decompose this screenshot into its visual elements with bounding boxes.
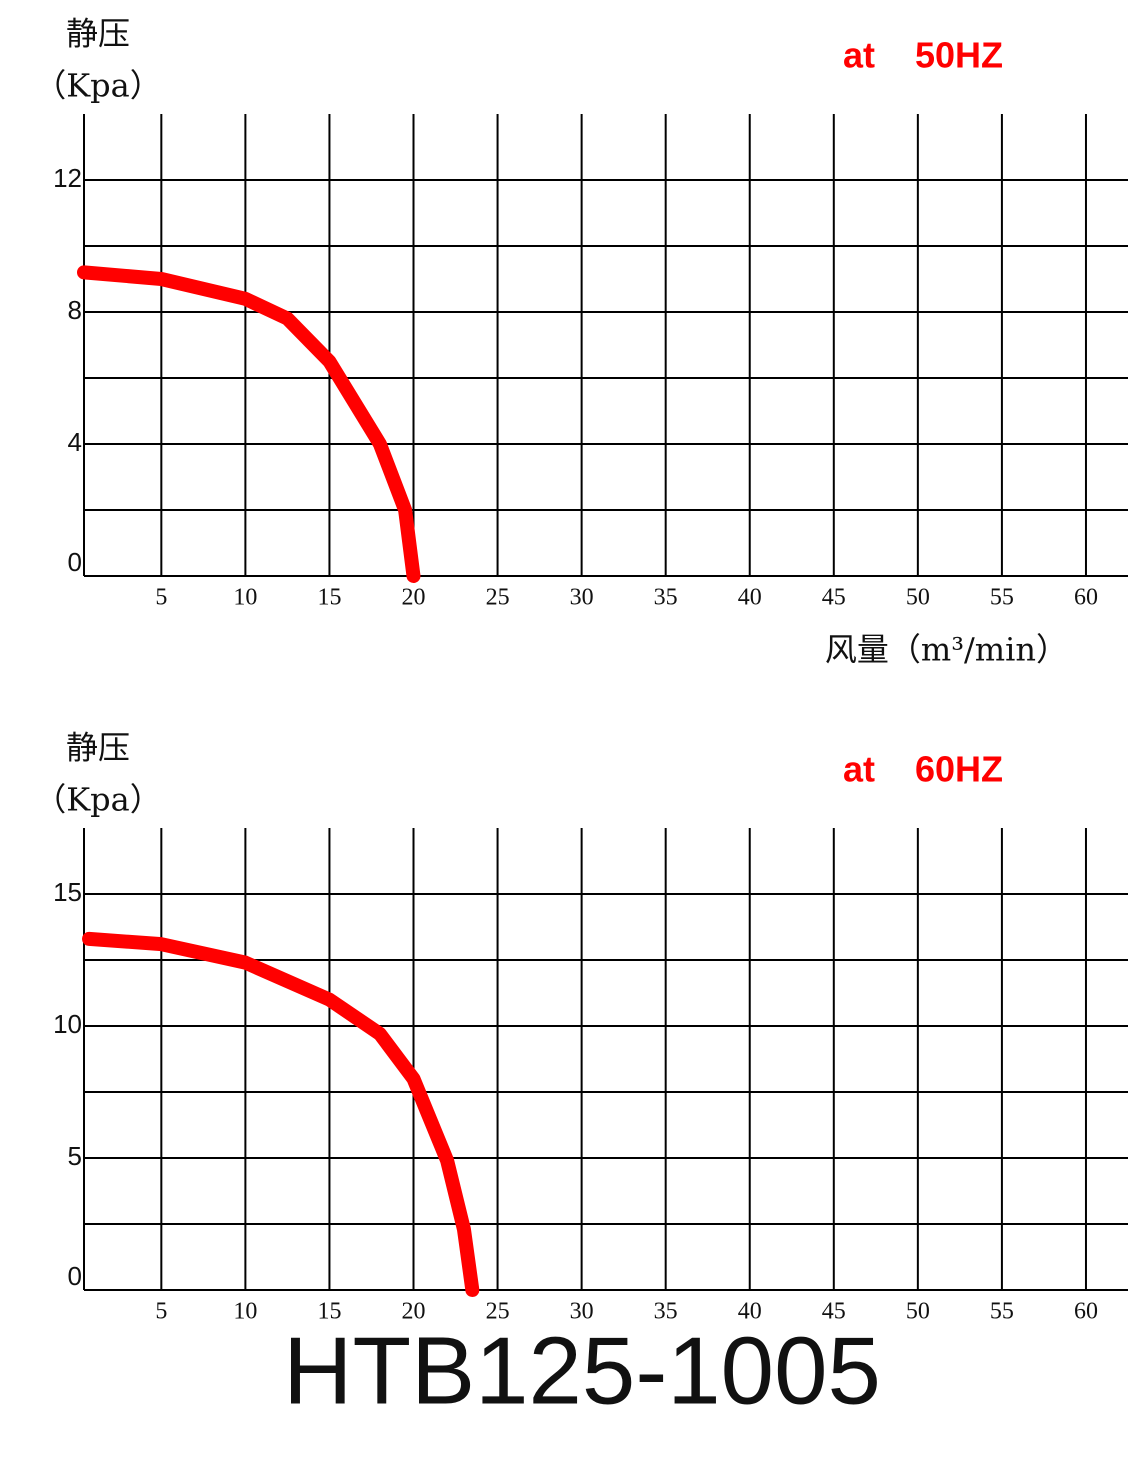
y-tick-label: 10 <box>53 1009 82 1039</box>
x-tick-label: 40 <box>738 585 762 611</box>
x-tick-label: 50 <box>906 585 930 611</box>
x-tick-label: 10 <box>233 585 257 611</box>
annotation: at 50HZ <box>843 35 1003 76</box>
model-title: HTB125-1005 <box>283 1317 881 1424</box>
x-tick-label: 15 <box>317 585 341 611</box>
y-tick-label: 12 <box>53 163 82 193</box>
curve <box>77 265 421 583</box>
x-tick-label: 50 <box>906 1299 930 1325</box>
y-axis-label: 静压 <box>66 15 130 53</box>
x-tick-label: 30 <box>570 585 594 611</box>
x-tick-label: 15 <box>317 1299 341 1325</box>
annotation: at 60HZ <box>843 749 1003 790</box>
x-tick-label: 25 <box>486 585 510 611</box>
x-tick-label: 20 <box>402 585 426 611</box>
x-tick-label: 5 <box>155 1299 167 1325</box>
y-tick-label: 4 <box>68 427 82 457</box>
x-tick-label: 55 <box>990 1299 1014 1325</box>
x-tick-label: 10 <box>233 1299 257 1325</box>
y-axis-label: （Kpa） <box>34 781 161 819</box>
x-tick-label: 40 <box>738 1299 762 1325</box>
y-tick-label: 15 <box>53 877 82 907</box>
x-tick-label: 20 <box>402 1299 426 1325</box>
y-tick-label: 0 <box>68 1261 82 1291</box>
x-tick-label: 30 <box>570 1299 594 1325</box>
x-axis-label: 风量（m³/min） <box>825 631 1068 669</box>
curve <box>82 931 480 1297</box>
y-axis-label: （Kpa） <box>34 67 161 105</box>
x-tick-label: 55 <box>990 585 1014 611</box>
y-tick-label: 5 <box>68 1141 82 1171</box>
x-tick-label: 5 <box>155 585 167 611</box>
y-tick-label: 0 <box>68 547 82 577</box>
x-tick-label: 60 <box>1074 585 1098 611</box>
y-axis-label: 静压 <box>66 729 130 767</box>
x-tick-label: 25 <box>486 1299 510 1325</box>
x-tick-label: 45 <box>822 585 846 611</box>
x-tick-label: 60 <box>1074 1299 1098 1325</box>
x-tick-label: 35 <box>654 585 678 611</box>
x-tick-label: 45 <box>822 1299 846 1325</box>
x-tick-label: 35 <box>654 1299 678 1325</box>
y-tick-label: 8 <box>68 295 82 325</box>
